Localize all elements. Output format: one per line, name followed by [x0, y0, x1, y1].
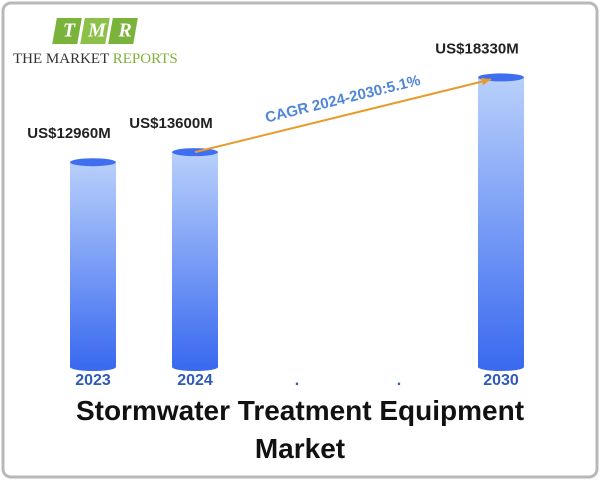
value-label: US$18330M — [435, 40, 518, 57]
annotation: CAGR 2024-2030:5.1% — [264, 72, 423, 127]
bar — [478, 77, 524, 368]
chart-title: Stormwater Treatment Equipment Market — [75, 395, 525, 464]
x-tick-label: . — [397, 372, 401, 389]
logo-letter: M — [87, 20, 107, 42]
bar-bottom — [478, 363, 524, 371]
bar-top — [70, 158, 116, 167]
bar-bottom — [70, 363, 116, 371]
cagr-arrow — [194, 78, 492, 154]
x-tick-label: 2024 — [177, 372, 213, 389]
logo-letter: T — [63, 20, 76, 42]
cagr-arrow-head — [481, 77, 491, 86]
logo-box — [52, 18, 82, 44]
logo-name: THE MARKET REPORTS — [13, 51, 178, 67]
x-tick-label: . — [295, 372, 299, 389]
logo-box — [80, 18, 110, 44]
logo-letter: R — [117, 20, 131, 42]
x-tick-label: 2023 — [75, 372, 111, 389]
x-tick-label: 2030 — [483, 372, 519, 389]
value-label: US$12960M — [27, 125, 110, 142]
bar-bottom — [172, 363, 218, 371]
bar — [172, 152, 218, 367]
value-label: US$13600M — [129, 115, 212, 132]
bar — [70, 162, 116, 367]
logo-box — [108, 18, 138, 44]
